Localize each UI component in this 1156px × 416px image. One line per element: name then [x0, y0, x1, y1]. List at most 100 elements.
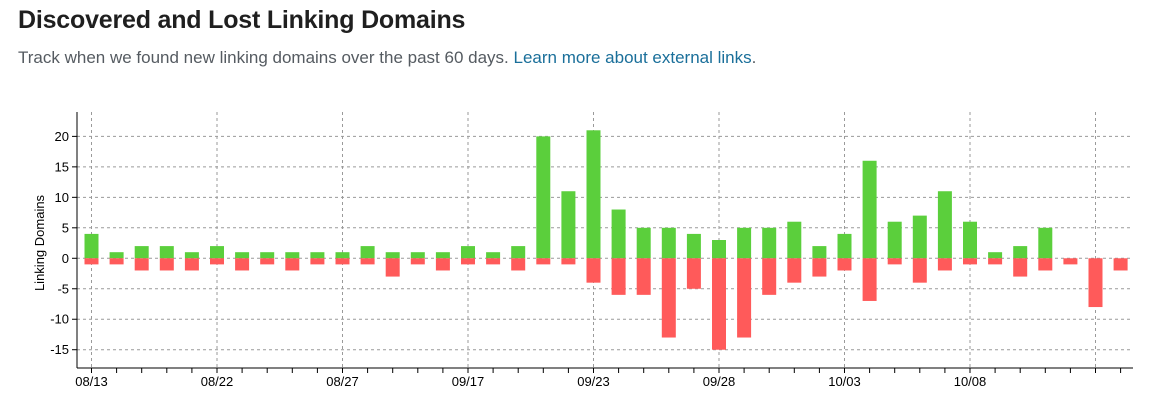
- discovered-bar[interactable]: [235, 252, 250, 259]
- linking-domains-chart: 20 15 10 5 0 -5 -10 -15 08/13 08/22 08/27 09/17 09/2…: [32, 112, 1133, 389]
- x-tick-label: 10/03: [828, 374, 861, 389]
- lost-bar[interactable]: [611, 258, 626, 295]
- lost-bar[interactable]: [385, 258, 400, 277]
- lost-bar[interactable]: [988, 258, 1003, 265]
- lost-bar[interactable]: [486, 258, 501, 265]
- discovered-bar[interactable]: [762, 227, 777, 259]
- discovered-bar[interactable]: [636, 227, 651, 259]
- discovered-bar[interactable]: [837, 233, 852, 259]
- discovered-bar[interactable]: [84, 233, 99, 259]
- discovered-bar[interactable]: [787, 221, 802, 259]
- lost-bar[interactable]: [586, 258, 601, 283]
- discovered-bar[interactable]: [335, 252, 350, 259]
- lost-bar[interactable]: [787, 258, 802, 283]
- discovered-bar[interactable]: [812, 246, 827, 259]
- lost-bar[interactable]: [511, 258, 526, 271]
- lost-bar[interactable]: [636, 258, 651, 295]
- lost-bar[interactable]: [1063, 258, 1078, 265]
- lost-bar[interactable]: [210, 258, 224, 265]
- lost-bar[interactable]: [109, 258, 124, 265]
- lost-bar[interactable]: [461, 258, 475, 265]
- discovered-bar[interactable]: [1038, 227, 1053, 259]
- discovered-bar[interactable]: [937, 191, 952, 259]
- y-tick-label: 5: [62, 220, 69, 235]
- lost-bar[interactable]: [561, 258, 576, 265]
- discovered-bar[interactable]: [410, 252, 425, 259]
- bars: [84, 130, 1128, 350]
- lost-bar[interactable]: [837, 258, 852, 271]
- discovered-bar[interactable]: [561, 191, 576, 259]
- lost-bar[interactable]: [285, 258, 300, 271]
- discovered-bar[interactable]: [862, 160, 877, 259]
- header: Discovered and Lost Linking Domains Trac…: [18, 6, 756, 68]
- lost-bar[interactable]: [84, 258, 99, 265]
- lost-bar[interactable]: [536, 258, 551, 265]
- lost-bar[interactable]: [235, 258, 250, 271]
- lost-bar[interactable]: [1088, 258, 1103, 308]
- lost-bar[interactable]: [159, 258, 174, 271]
- y-tick-label: -10: [50, 312, 69, 327]
- lost-bar[interactable]: [812, 258, 827, 277]
- discovered-bar[interactable]: [159, 246, 174, 259]
- x-tick-label: 10/08: [954, 374, 987, 389]
- lost-bar[interactable]: [661, 258, 676, 338]
- discovered-bar[interactable]: [486, 252, 501, 259]
- x-tick-label: 08/22: [201, 374, 234, 389]
- discovered-bar[interactable]: [184, 252, 199, 259]
- lost-bar[interactable]: [686, 258, 701, 289]
- discovered-bar[interactable]: [310, 252, 325, 259]
- lost-bar[interactable]: [184, 258, 199, 271]
- discovered-bar[interactable]: [737, 227, 752, 259]
- x-tick-label: 08/27: [326, 374, 359, 389]
- discovered-bar[interactable]: [887, 221, 902, 259]
- discovered-bar[interactable]: [461, 246, 475, 259]
- discovered-bar[interactable]: [586, 130, 601, 259]
- subtitle-period: .: [751, 48, 757, 67]
- discovered-bar[interactable]: [134, 246, 149, 259]
- lost-bar[interactable]: [335, 258, 350, 265]
- lost-bar[interactable]: [963, 258, 977, 265]
- y-tick-label: 10: [55, 190, 69, 205]
- lost-bar[interactable]: [912, 258, 927, 283]
- grid-lines: [77, 112, 1133, 368]
- discovered-bar[interactable]: [1013, 246, 1028, 259]
- lost-bar[interactable]: [360, 258, 375, 265]
- lost-bar[interactable]: [712, 258, 726, 350]
- discovered-bar[interactable]: [611, 209, 626, 259]
- lost-bar[interactable]: [410, 258, 425, 265]
- discovered-bar[interactable]: [435, 252, 450, 259]
- lost-bar[interactable]: [134, 258, 149, 271]
- lost-bar[interactable]: [737, 258, 752, 338]
- lost-bar[interactable]: [1038, 258, 1053, 271]
- discovered-bar[interactable]: [712, 240, 726, 259]
- lost-bar[interactable]: [862, 258, 877, 301]
- page-title: Discovered and Lost Linking Domains: [18, 6, 466, 34]
- discovered-bar[interactable]: [536, 136, 551, 259]
- lost-bar[interactable]: [1113, 258, 1128, 271]
- discovered-bar[interactable]: [360, 246, 375, 259]
- discovered-bar[interactable]: [912, 215, 927, 259]
- x-tick-label: 09/17: [452, 374, 485, 389]
- lost-bar[interactable]: [1013, 258, 1028, 277]
- discovered-bar[interactable]: [109, 252, 124, 259]
- lost-bar[interactable]: [260, 258, 275, 265]
- discovered-bar[interactable]: [686, 233, 701, 259]
- learn-more-link[interactable]: Learn more about external links: [513, 48, 752, 67]
- lost-bar[interactable]: [937, 258, 952, 271]
- discovered-bar[interactable]: [661, 227, 676, 259]
- y-tick-label: -15: [50, 342, 69, 357]
- discovered-bar[interactable]: [385, 252, 400, 259]
- discovered-bar[interactable]: [963, 221, 977, 259]
- lost-bar[interactable]: [310, 258, 325, 265]
- y-tick-label: -5: [57, 281, 69, 296]
- discovered-bar[interactable]: [511, 246, 526, 259]
- axes: 20 15 10 5 0 -5 -10 -15 08/13 08/22 08/27 09/17 09/2…: [50, 112, 1133, 389]
- discovered-bar[interactable]: [260, 252, 275, 259]
- x-tick-label: 09/23: [577, 374, 610, 389]
- discovered-bar[interactable]: [285, 252, 300, 259]
- lost-bar[interactable]: [762, 258, 777, 295]
- lost-bar[interactable]: [435, 258, 450, 271]
- lost-bar[interactable]: [887, 258, 902, 265]
- discovered-bar[interactable]: [988, 252, 1003, 259]
- discovered-bar[interactable]: [210, 246, 224, 259]
